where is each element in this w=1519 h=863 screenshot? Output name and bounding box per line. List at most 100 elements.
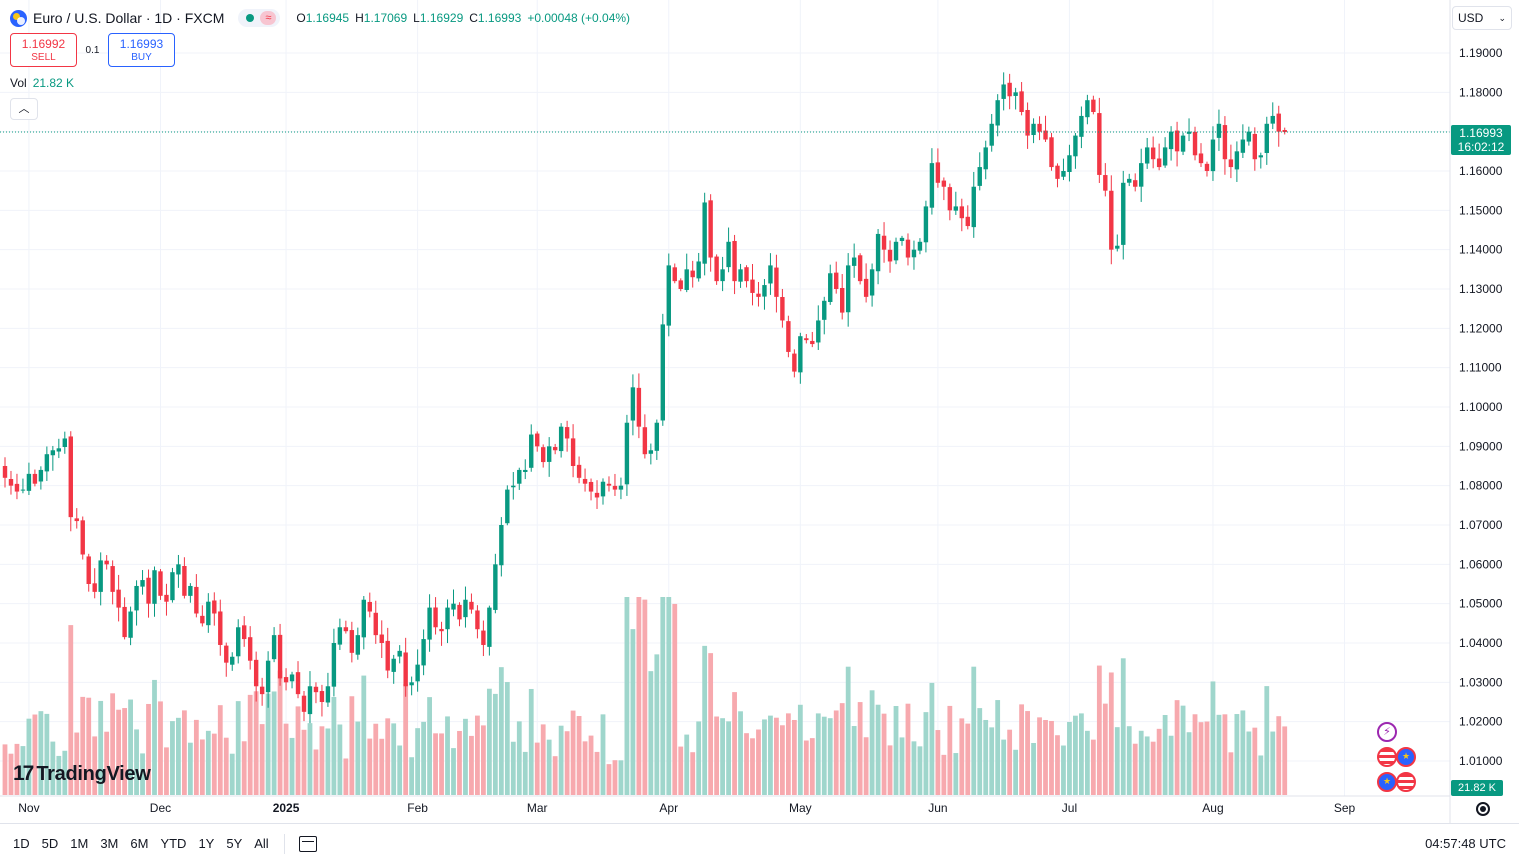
volume-price-tag: 21.82 K [1451, 780, 1503, 796]
range-5y[interactable]: 5Y [226, 836, 243, 851]
volume-bar [923, 712, 929, 795]
price-tick-label: 1.18000 [1459, 85, 1503, 99]
volume-bar [92, 736, 98, 795]
volume-bar [678, 746, 684, 795]
candle-body [451, 603, 456, 610]
sell-button[interactable]: 1.16992 SELL [10, 33, 77, 67]
volume-bar [785, 713, 791, 795]
candle-body [600, 481, 606, 497]
candle-body [188, 585, 193, 596]
volume-bar [397, 745, 403, 795]
collapse-legend-button[interactable]: ︿ [10, 98, 38, 120]
eu-flag-event-icon[interactable] [1396, 747, 1416, 767]
volume-bar [205, 730, 211, 795]
volume-bar [176, 717, 181, 795]
range-ytd[interactable]: YTD [160, 836, 187, 851]
time-tick-label: Jul [1062, 801, 1077, 815]
volume-bar [756, 729, 761, 795]
candle-body [546, 446, 552, 462]
volume-bar [522, 751, 528, 795]
volume-legend[interactable]: Vol 21.82 K [10, 76, 74, 90]
calendar-icon[interactable] [298, 835, 317, 852]
candle-body [1127, 178, 1132, 183]
candle-body [935, 162, 941, 183]
volume-bar [421, 721, 426, 795]
volume-bar [385, 718, 391, 795]
buy-button[interactable]: 1.16993 BUY [108, 33, 175, 67]
range-1d[interactable]: 1D [13, 836, 30, 851]
volume-bar [439, 733, 444, 795]
candle-body [511, 485, 516, 488]
candle-body [218, 611, 223, 645]
volume-bar [1055, 735, 1060, 795]
candle-body [32, 473, 38, 484]
volume-bar [1198, 722, 1204, 795]
candle-body [367, 601, 372, 612]
volume-bar [1019, 704, 1024, 795]
us-flag-event-icon[interactable] [1377, 747, 1397, 767]
market-status-pill[interactable]: ≈ [238, 9, 281, 27]
symbol-legend[interactable]: Euro / U.S. Dollar · 1D · FXCM ≈ O1.1694… [10, 8, 630, 28]
volume-bar [630, 629, 636, 795]
candle-body [110, 566, 115, 592]
volume-bar [797, 704, 803, 795]
volume-bar [1180, 705, 1186, 795]
candle-body [242, 625, 247, 640]
range-all[interactable]: All [254, 836, 269, 851]
volume-bar [516, 721, 522, 795]
volume-bar [528, 688, 534, 795]
candle-body [606, 483, 612, 486]
candle-body [475, 610, 480, 630]
candle-body [152, 570, 157, 604]
candle-body [977, 167, 982, 186]
volume-bar [182, 710, 187, 795]
tradingview-logo[interactable]: 17 TradingView [13, 762, 151, 786]
candle-body [1103, 175, 1108, 191]
volume-bar [1246, 731, 1252, 795]
us-flag-event-icon[interactable] [1396, 772, 1416, 792]
range-1m[interactable]: 1M [70, 836, 89, 851]
candle-body [971, 186, 976, 228]
gear-icon[interactable] [1476, 802, 1490, 816]
candle-body [1115, 245, 1120, 249]
volume-bar [1186, 732, 1192, 795]
wave-icon[interactable]: ≈ [260, 11, 277, 25]
volume-bar [20, 746, 26, 795]
volume-bar [708, 653, 714, 795]
time-tick-label: Apr [659, 801, 678, 815]
range-5d[interactable]: 5D [41, 836, 59, 851]
candle-body [959, 206, 964, 219]
candle-body [373, 612, 378, 636]
volume-bar [1162, 715, 1168, 795]
range-6m[interactable]: 6M [130, 836, 149, 851]
price-tick-label: 1.01000 [1459, 754, 1503, 768]
volume-bar [1270, 731, 1276, 795]
candle-body [295, 672, 301, 695]
candle-body [427, 607, 432, 640]
candle-body [1156, 158, 1162, 168]
symbol-title[interactable]: Euro / U.S. Dollar · 1D · FXCM [33, 10, 225, 26]
time-axis[interactable]: Nov Dec 2025 Feb Mar Apr May Jun Jul Aug Sep [18, 801, 1355, 815]
currency-select[interactable]: USD ⌄ [1452, 6, 1512, 30]
candle-body [379, 634, 384, 643]
candle-body [415, 664, 420, 682]
candle-body [289, 674, 295, 682]
volume-bar [415, 728, 421, 795]
eu-flag-event-icon[interactable] [1377, 772, 1397, 792]
bolt-event-icon[interactable]: ⚡ [1377, 722, 1397, 742]
utc-clock[interactable]: 04:57:48 UTC [1425, 836, 1506, 851]
price-chart[interactable]: 1.190001.180001.170001.160001.150001.140… [0, 0, 1519, 823]
candle-body [750, 279, 755, 293]
range-3m[interactable]: 3M [100, 836, 119, 851]
candle-body [283, 677, 289, 683]
volume-bar [62, 750, 68, 795]
candle-body [26, 473, 32, 491]
candle-body [684, 269, 689, 290]
volume-bar [1031, 742, 1036, 795]
volume-bar [247, 694, 253, 795]
volume-bar [863, 737, 869, 795]
candle-body [1079, 115, 1084, 137]
volume-bar [768, 715, 773, 795]
range-1y[interactable]: 1Y [198, 836, 215, 851]
candle-body [164, 594, 169, 602]
